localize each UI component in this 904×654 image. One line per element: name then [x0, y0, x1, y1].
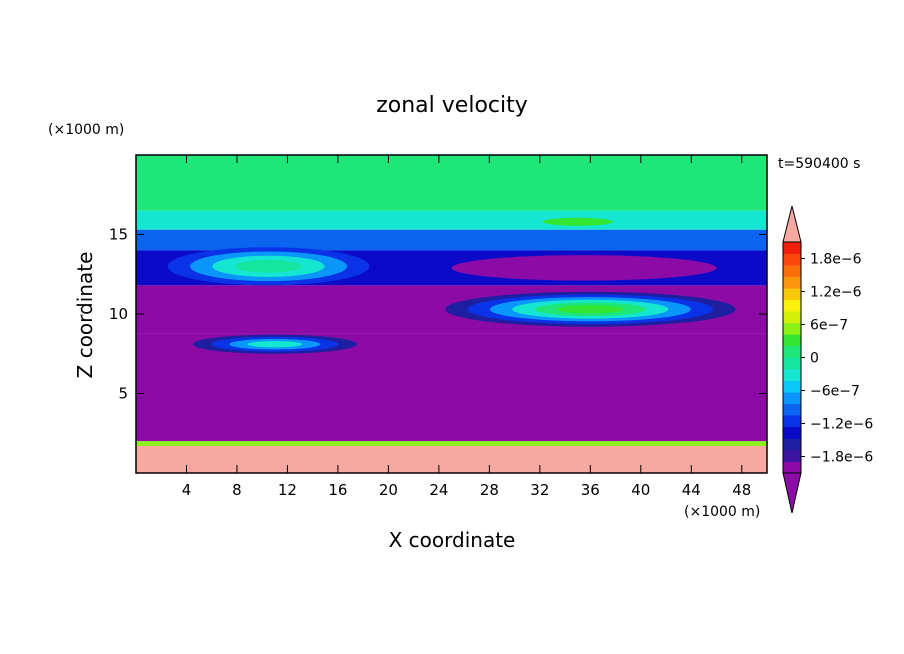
x-tick-label: 20 — [379, 481, 398, 499]
x-tick-label: 32 — [530, 481, 549, 499]
chart-title: zonal velocity — [376, 93, 528, 118]
contour-cell-2 — [556, 305, 624, 314]
contour-band — [136, 210, 767, 230]
contour-band — [136, 155, 767, 211]
colorbar-swatch — [783, 449, 801, 462]
contour-cell-4 — [542, 217, 614, 226]
colorbar-tick-label: 0 — [810, 351, 819, 367]
colorbar-swatch — [783, 253, 801, 266]
colorbar-swatch — [783, 357, 801, 370]
colorbar-swatch — [783, 299, 801, 312]
colorbar-swatch — [783, 334, 801, 347]
x-tick-label: 28 — [480, 481, 499, 499]
contour-cell-1 — [247, 341, 303, 348]
y-tick-label: 15 — [109, 226, 128, 244]
x-axis-ticks: 4 8 12 16 20 24 28 32 36 40 44 48 — [182, 155, 751, 499]
colorbar-tick-label: 1.8e−6 — [810, 252, 862, 268]
contour-band — [136, 445, 767, 473]
x-tick-label: 8 — [232, 481, 242, 499]
contour-cell-3 — [451, 255, 717, 281]
colorbar-swatch — [783, 345, 801, 358]
x-axis-label: X coordinate — [389, 528, 516, 552]
colorbar-tick-label: −1.2e−6 — [810, 417, 873, 433]
y-tick-label: 10 — [109, 305, 128, 323]
colorbar-swatch — [783, 461, 801, 474]
y-tick-label: 5 — [118, 385, 128, 403]
colorbar-swatch — [783, 276, 801, 289]
contour-cell-0 — [234, 259, 303, 273]
colorbar-tick-label: 6e−7 — [810, 318, 848, 334]
x-tick-label: 40 — [631, 481, 650, 499]
colorbar: 1.8e−6 1.2e−6 6e−7 0 −6e−7 −1.2e−6 −1.8e−6 — [782, 205, 873, 514]
y-axis-label: Z coordinate — [73, 252, 97, 379]
colorbar-under-arrow — [782, 472, 802, 514]
x-axis-unit: (×1000 m) — [684, 504, 760, 520]
x-tick-label: 36 — [581, 481, 600, 499]
colorbar-swatch — [783, 380, 801, 393]
colorbar-swatch — [783, 288, 801, 301]
colorbar-swatch — [783, 369, 801, 381]
x-tick-label: 48 — [732, 481, 751, 499]
y-axis-ticks: 5 10 15 — [109, 226, 767, 403]
x-tick-label: 12 — [278, 481, 297, 499]
colorbar-tick-label: −6e−7 — [810, 384, 860, 400]
colorbar-swatch — [783, 426, 801, 439]
colorbar-swatch — [783, 403, 801, 416]
x-tick-label: 44 — [682, 481, 701, 499]
contour-field — [136, 155, 767, 473]
y-axis-unit: (×1000 m) — [48, 122, 124, 138]
x-tick-label: 4 — [182, 481, 192, 499]
x-tick-label: 24 — [429, 481, 448, 499]
colorbar-tick-label: 1.2e−6 — [810, 285, 862, 301]
time-label: t=590400 s — [778, 156, 860, 172]
colorbar-swatch — [783, 392, 801, 404]
colorbar-swatch — [783, 322, 801, 335]
contour-band — [136, 441, 767, 446]
colorbar-swatch — [783, 415, 801, 428]
colorbar-swatch — [783, 438, 801, 451]
colorbar-swatch — [783, 265, 801, 277]
contour-band — [136, 229, 767, 251]
x-tick-label: 16 — [328, 481, 347, 499]
colorbar-tick-label: −1.8e−6 — [810, 450, 873, 466]
colorbar-swatch — [783, 242, 801, 254]
colorbar-over-arrow — [782, 205, 802, 243]
colorbar-swatch — [783, 311, 801, 324]
